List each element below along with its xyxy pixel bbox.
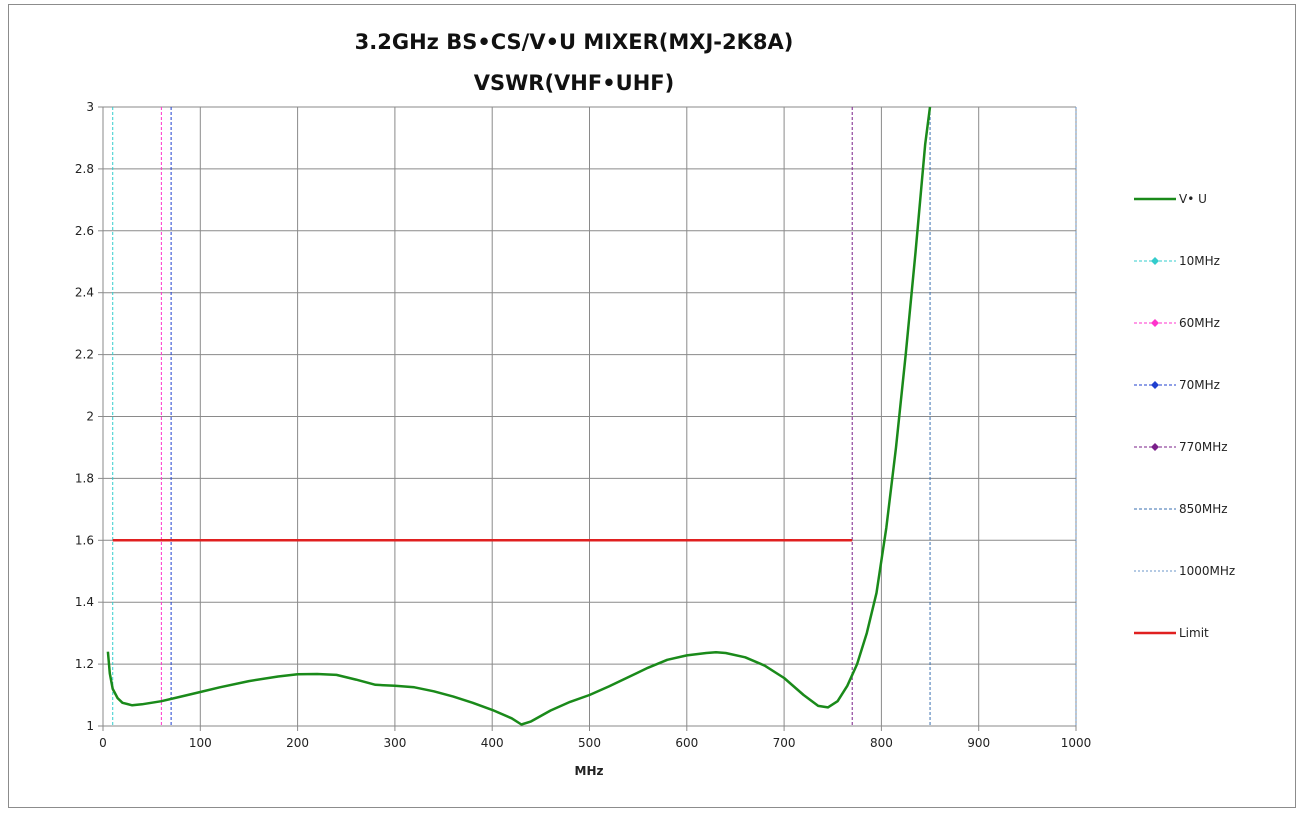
legend-label: 850MHz <box>1179 502 1228 516</box>
vswr-chart: 3.2GHz BS•CS/V•U MIXER(MXJ-2K8A) VSWR(VH… <box>75 30 1235 778</box>
x-tick-label: 400 <box>481 736 504 750</box>
x-tick-label: 200 <box>286 736 309 750</box>
legend-label: 10MHz <box>1179 254 1220 268</box>
y-tick-label: 2.4 <box>75 286 94 300</box>
y-tick-label: 2.6 <box>75 224 94 238</box>
y-tick-label: 1.4 <box>75 595 94 609</box>
x-tick-label: 0 <box>99 736 107 750</box>
x-tick-label: 600 <box>675 736 698 750</box>
y-tick-label: 2.8 <box>75 162 94 176</box>
x-tick-label: 100 <box>189 736 212 750</box>
legend-label: V• U <box>1179 192 1207 206</box>
legend-marker <box>1151 443 1159 451</box>
x-tick-label: 800 <box>870 736 893 750</box>
x-tick-label: 900 <box>967 736 990 750</box>
x-tick-label: 300 <box>383 736 406 750</box>
legend-label: 70MHz <box>1179 378 1220 392</box>
legend-label: 60MHz <box>1179 316 1220 330</box>
y-tick-label: 3 <box>86 100 94 114</box>
series-line-V• U <box>106 106 932 726</box>
chart-title-line-1: 3.2GHz BS•CS/V•U MIXER(MXJ-2K8A) <box>355 30 794 54</box>
y-tick-label: 1.2 <box>75 657 94 671</box>
legend-marker <box>1151 257 1159 265</box>
chart-frame: 3.2GHz BS•CS/V•U MIXER(MXJ-2K8A) VSWR(VH… <box>8 4 1296 808</box>
legend-label: Limit <box>1179 626 1209 640</box>
legend-label: 1000MHz <box>1179 564 1235 578</box>
legend-marker <box>1151 381 1159 389</box>
y-tick-label: 1 <box>86 719 94 733</box>
legend: V• U 10MHz 60MHz 70MHz 770MHz 850MHz 1000MHz Li… <box>1134 192 1235 640</box>
grid <box>102 106 1077 727</box>
x-tick-label: 1000 <box>1061 736 1092 750</box>
legend-marker <box>1151 319 1159 327</box>
y-tick-label: 2 <box>86 410 94 424</box>
y-tick-label: 1.6 <box>75 533 94 547</box>
y-tick-label: 2.2 <box>75 348 94 362</box>
x-axis-label: MHz <box>575 764 604 778</box>
x-tick-label: 500 <box>578 736 601 750</box>
y-tick-label: 1.8 <box>75 471 94 485</box>
y-axis-ticks: 1 1.2 1.4 1.6 1.8 2 2.2 2.4 2.6 2.8 3 <box>75 100 103 733</box>
series-group <box>106 106 1077 726</box>
x-axis-ticks: 0 100 200 300 400 500 600 700 800 900 1000 <box>99 726 1091 750</box>
chart-title-line-2: VSWR(VHF•UHF) <box>474 71 674 95</box>
legend-label: 770MHz <box>1179 440 1228 454</box>
x-tick-label: 700 <box>773 736 796 750</box>
